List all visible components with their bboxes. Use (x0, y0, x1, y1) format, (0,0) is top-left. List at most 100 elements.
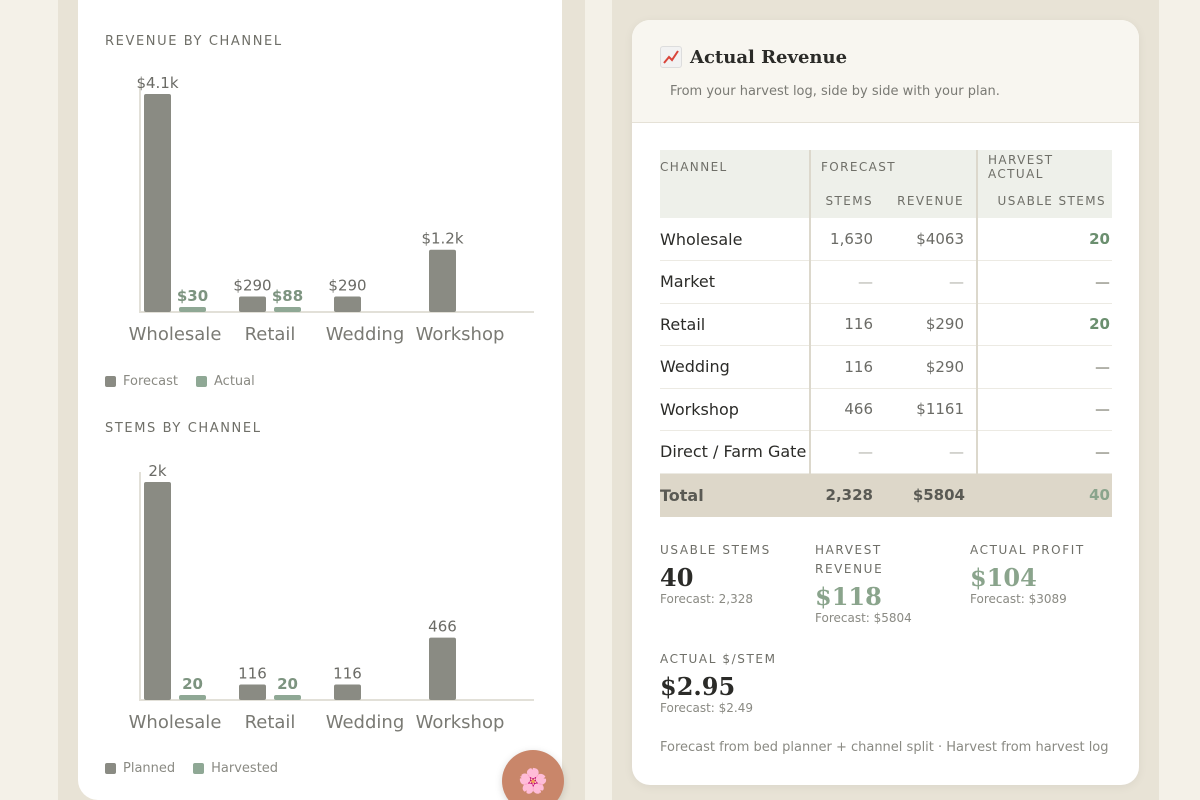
usable-stems-cell: 20 (976, 303, 1112, 346)
stat-label: USABLE STEMS (660, 543, 771, 557)
stems-cell: 116 (809, 345, 885, 389)
category-label: Wholesale (129, 712, 222, 733)
stat-harvest-revenue: HARVEST REVENUE $118 Forecast: $5804 (815, 541, 912, 625)
category-label: Workshop (416, 324, 505, 345)
actual-revenue-card: Actual Revenue From your harvest log, si… (632, 20, 1139, 785)
table-row: Direct / Farm Gate — — — (660, 430, 1112, 474)
bar-forecast-workshop (429, 249, 456, 312)
bar-planned-wholesale (144, 482, 171, 700)
stat-value: $118 (815, 582, 882, 611)
revenue-cell: $290 (885, 303, 977, 346)
stems-cell: 1,630 (809, 218, 885, 261)
data-label: 20 (277, 675, 298, 693)
planned-swatch (105, 763, 116, 774)
stat-label: HARVEST (815, 543, 882, 557)
legend-label: Harvested (211, 761, 279, 776)
data-label: 116 (238, 664, 267, 682)
total-revenue: $5804 (885, 473, 977, 517)
charts-card: REVENUE BY CHANNEL $4.1k $30 Wholesale $290… (78, 0, 562, 800)
revenue-cell: — (885, 260, 977, 304)
legend-label: Forecast (123, 374, 179, 389)
table-row: Wedding 116 $290— (660, 345, 1112, 389)
card-subtitle: From your harvest log, side by side with… (670, 84, 1000, 99)
category-label: Wholesale (129, 324, 222, 345)
harvested-swatch (193, 763, 205, 774)
stat-usable-stems: USABLE STEMS 40 Forecast: 2,328 (660, 541, 771, 606)
chart-axis (139, 472, 534, 701)
flower-fab-button[interactable]: 🌸 (502, 750, 564, 800)
stat-label: REVENUE (815, 562, 884, 576)
channel-cell: Wedding (660, 345, 810, 389)
footnote: Forecast from bed planner + channel spli… (660, 740, 1109, 755)
bar-harvested-retail (274, 695, 301, 700)
channel-cell: Direct / Farm Gate (660, 430, 810, 474)
data-label: 466 (428, 618, 457, 636)
card-title-text: Actual Revenue (690, 46, 848, 68)
usable-stems-cell: 20 (976, 218, 1112, 261)
stat-actual-profit: ACTUAL PROFIT $104 Forecast: $3089 (970, 541, 1085, 606)
stat-actual-per-stem: ACTUAL $/STEM $2.95 Forecast: $2.49 (660, 650, 777, 715)
header-forecast: FORECAST (809, 150, 977, 184)
channel-cell: Workshop (660, 388, 810, 431)
channel-cell: Retail (660, 303, 810, 346)
stat-value: $2.95 (660, 672, 736, 701)
usable-stems-cell: — (976, 430, 1112, 474)
category-label: Wedding (326, 324, 405, 345)
actual-swatch (196, 376, 208, 387)
bar-forecast-wedding (334, 296, 361, 312)
header-usable-stems: USABLE STEMS (976, 184, 1112, 218)
forecast-swatch (105, 376, 116, 387)
card-title: Actual Revenue (660, 46, 847, 68)
category-label: Workshop (416, 712, 505, 733)
data-label: $290 (233, 276, 271, 294)
stems-chart-title: STEMS BY CHANNEL (105, 421, 262, 436)
stems-cell: 116 (809, 303, 885, 346)
revenue-legend: Forecast Actual (105, 374, 255, 389)
stems-cell: — (809, 430, 885, 474)
category-label: Retail (245, 712, 296, 733)
bar-planned-workshop (429, 637, 456, 700)
revenue-bar-chart: $4.1k$30Wholesale$290$88Retail$290Weddin… (129, 74, 534, 345)
bar-forecast-retail (239, 296, 266, 312)
bar-planned-wedding (334, 684, 361, 700)
legend-item-forecast: Forecast (105, 374, 178, 389)
table-row: Wholesale 1,630 $4063 20 (660, 218, 1112, 261)
total-row: Total 2,328 $5804 40 (660, 473, 1112, 517)
stat-forecast: Forecast: 2,328 (660, 592, 753, 606)
table-row: Retail 116 $290 20 (660, 303, 1112, 346)
legend-item-planned: Planned (105, 761, 175, 776)
chart-increasing-icon (660, 46, 682, 68)
bar-actual-wholesale (179, 307, 206, 312)
stems-bar-chart: 2k 20 Wholesale 116 20 Retail 116 Wedding 466 Wor… (129, 462, 534, 733)
flower-icon: 🌸 (518, 767, 548, 795)
data-label: $4.1k (136, 74, 178, 92)
data-label: $30 (177, 287, 208, 305)
card-header: Actual Revenue From your harvest log, si… (632, 20, 1139, 123)
bar-actual-retail (274, 307, 301, 312)
channel-cell: Wholesale (660, 218, 810, 261)
header-harvest-actual: HARVEST ACTUAL (976, 150, 1112, 184)
stat-label: ACTUAL $/STEM (660, 652, 777, 666)
total-label: Total (660, 473, 810, 517)
total-usable-stems: 40 (977, 473, 1112, 517)
usable-stems-cell: — (976, 260, 1112, 304)
stat-forecast: Forecast: $5804 (815, 611, 912, 625)
data-label: $88 (272, 287, 303, 305)
header-stems: STEMS (809, 184, 885, 218)
stat-value: $104 (970, 563, 1037, 592)
data-label: $1.2k (421, 230, 463, 248)
usable-stems-cell: — (976, 388, 1112, 431)
legend-item-actual: Actual (196, 374, 255, 389)
total-stems: 2,328 (810, 473, 885, 517)
data-label: 20 (182, 675, 203, 693)
bar-harvested-wholesale (179, 695, 206, 700)
data-label: 116 (333, 664, 362, 682)
chart-axis (139, 84, 534, 313)
category-label: Wedding (326, 712, 405, 733)
table-row: Workshop 466 $1161— (660, 388, 1112, 431)
revenue-cell: $4063 (885, 218, 977, 261)
revenue-chart-title: REVENUE BY CHANNEL (105, 34, 283, 49)
header-revenue: REVENUE (885, 184, 977, 218)
legend-item-harvested: Harvested (193, 761, 278, 776)
bar-planned-retail (239, 684, 266, 700)
